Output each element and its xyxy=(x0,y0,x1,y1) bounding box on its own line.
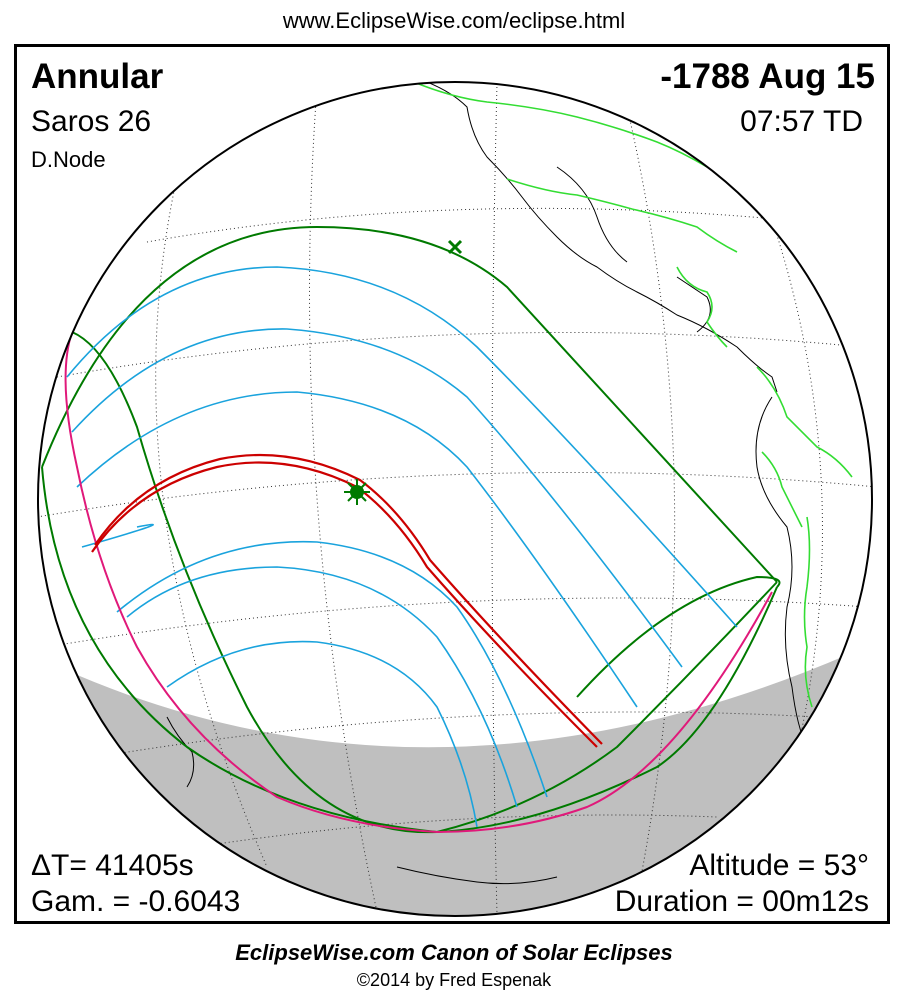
footer-title: EclipseWise.com Canon of Solar Eclipses xyxy=(235,940,673,965)
delta-t: ΔT= 41405s xyxy=(31,849,194,882)
penumbral-limits xyxy=(41,225,781,834)
saros-number: Saros 26 xyxy=(31,105,152,138)
duration: Duration = 00m12s xyxy=(614,885,869,918)
eclipse-map-frame: Annular -1788 Aug 15 Saros 26 07:57 TD D… xyxy=(14,44,890,924)
node-label: D.Node xyxy=(31,147,106,172)
country-borders xyxy=(401,82,853,708)
source-url[interactable]: www.EclipseWise.com/eclipse.html xyxy=(282,8,626,33)
x-cross-icon xyxy=(447,239,463,255)
eclipse-type: Annular xyxy=(31,57,164,96)
sunrise-sunset-curve xyxy=(64,331,773,834)
sun-star-icon xyxy=(344,479,370,505)
footer-copyright: ©2014 by Fred Espenak xyxy=(356,970,552,990)
gamma: Gam. = -0.6043 xyxy=(31,885,241,918)
penumbral-hourly-curves xyxy=(66,266,738,828)
eclipse-time: 07:57 TD xyxy=(740,105,863,138)
eclipse-date: -1788 Aug 15 xyxy=(660,57,875,96)
night-shadow xyxy=(38,637,872,916)
globe-outline xyxy=(37,81,873,917)
globe-map xyxy=(37,81,873,917)
altitude: Altitude = 53° xyxy=(689,849,869,882)
